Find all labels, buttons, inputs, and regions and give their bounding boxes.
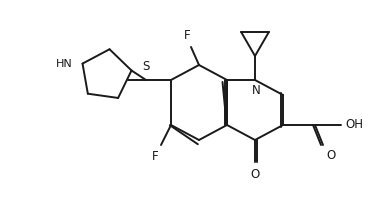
Text: OH: OH <box>345 118 363 131</box>
Text: F: F <box>184 29 190 42</box>
Text: O: O <box>326 149 335 162</box>
Text: O: O <box>251 168 260 181</box>
Text: F: F <box>152 150 158 163</box>
Text: HN: HN <box>56 59 72 69</box>
Text: N: N <box>252 84 260 97</box>
Text: S: S <box>142 60 150 73</box>
